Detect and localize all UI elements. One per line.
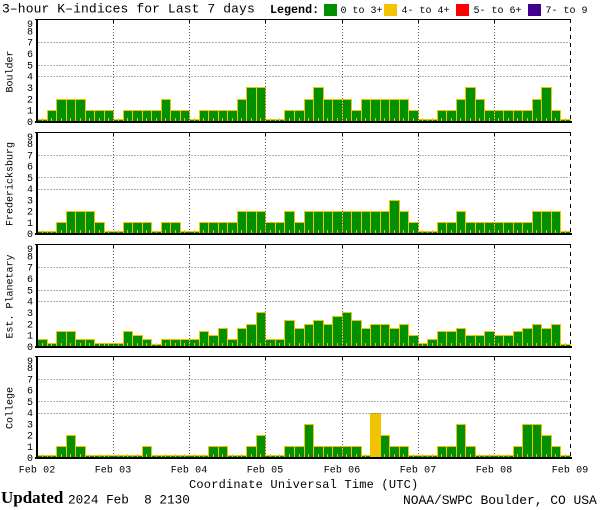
svg-text:5- to 6+: 5- to 6+ [474, 6, 522, 17]
svg-text:Feb 04: Feb 04 [171, 465, 208, 477]
svg-text:2024 Feb 8 2130: 2024 Feb 8 2130 [68, 493, 190, 508]
svg-text:0: 0 [27, 118, 33, 129]
svg-text:2: 2 [27, 96, 33, 107]
svg-text:5: 5 [27, 62, 33, 73]
svg-text:9: 9 [27, 133, 33, 144]
svg-text:8: 8 [27, 140, 33, 151]
svg-text:Feb 09: Feb 09 [552, 465, 589, 477]
svg-text:NOAA/SWPC Boulder, CO USA: NOAA/SWPC Boulder, CO USA [403, 493, 597, 508]
svg-text:4- to 4+: 4- to 4+ [402, 6, 450, 17]
svg-text:2: 2 [27, 208, 33, 219]
svg-text:0 to 3+: 0 to 3+ [341, 6, 383, 17]
svg-text:1: 1 [27, 443, 33, 454]
svg-text:6: 6 [27, 387, 33, 398]
svg-text:5: 5 [27, 174, 33, 185]
svg-text:1: 1 [27, 107, 33, 118]
svg-text:6: 6 [27, 275, 33, 286]
svg-text:7: 7 [27, 376, 33, 387]
svg-text:Feb 06: Feb 06 [324, 465, 361, 477]
svg-text:0: 0 [27, 230, 33, 241]
svg-text:4: 4 [27, 298, 33, 309]
svg-text:Feb 08: Feb 08 [476, 465, 513, 477]
svg-text:Coordinate Universal Time (UTC: Coordinate Universal Time (UTC) [189, 478, 418, 492]
svg-text:1: 1 [27, 219, 33, 230]
svg-text:9: 9 [27, 357, 33, 368]
svg-text:7: 7 [27, 152, 33, 163]
svg-text:Updated: Updated [1, 488, 64, 507]
svg-text:5: 5 [27, 287, 33, 298]
svg-text:4: 4 [27, 185, 33, 196]
svg-text:9: 9 [27, 245, 33, 256]
svg-text:8: 8 [27, 253, 33, 264]
svg-text:6: 6 [27, 163, 33, 174]
svg-text:3: 3 [27, 84, 33, 95]
svg-text:0: 0 [27, 454, 33, 465]
svg-text:Feb 05: Feb 05 [247, 465, 284, 477]
svg-text:7: 7 [27, 264, 33, 275]
svg-text:Feb 07: Feb 07 [400, 465, 437, 477]
svg-text:4: 4 [27, 409, 33, 420]
svg-text:2: 2 [27, 432, 33, 443]
svg-text:8: 8 [27, 364, 33, 375]
svg-text:9: 9 [27, 20, 33, 31]
svg-text:Est. Planetary: Est. Planetary [5, 254, 17, 338]
svg-text:3–hour K–indices for Last 7 da: 3–hour K–indices for Last 7 days [2, 2, 255, 17]
svg-text:5: 5 [27, 398, 33, 409]
svg-text:College: College [5, 387, 17, 429]
svg-text:Legend:: Legend: [270, 3, 319, 17]
svg-text:4: 4 [27, 73, 33, 84]
svg-text:3: 3 [27, 421, 33, 432]
svg-text:2: 2 [27, 321, 33, 332]
svg-text:3: 3 [27, 197, 33, 208]
svg-text:8: 8 [27, 28, 33, 39]
svg-text:Feb 02: Feb 02 [19, 465, 56, 477]
svg-text:Feb 03: Feb 03 [95, 465, 132, 477]
svg-text:Boulder: Boulder [5, 50, 17, 92]
svg-text:3: 3 [27, 309, 33, 320]
svg-text:1: 1 [27, 332, 33, 343]
svg-text:Fredericksburg: Fredericksburg [5, 142, 17, 226]
svg-text:0: 0 [27, 343, 33, 354]
svg-text:7: 7 [27, 39, 33, 50]
svg-text:7- to 9: 7- to 9 [546, 6, 588, 17]
svg-text:6: 6 [27, 50, 33, 61]
